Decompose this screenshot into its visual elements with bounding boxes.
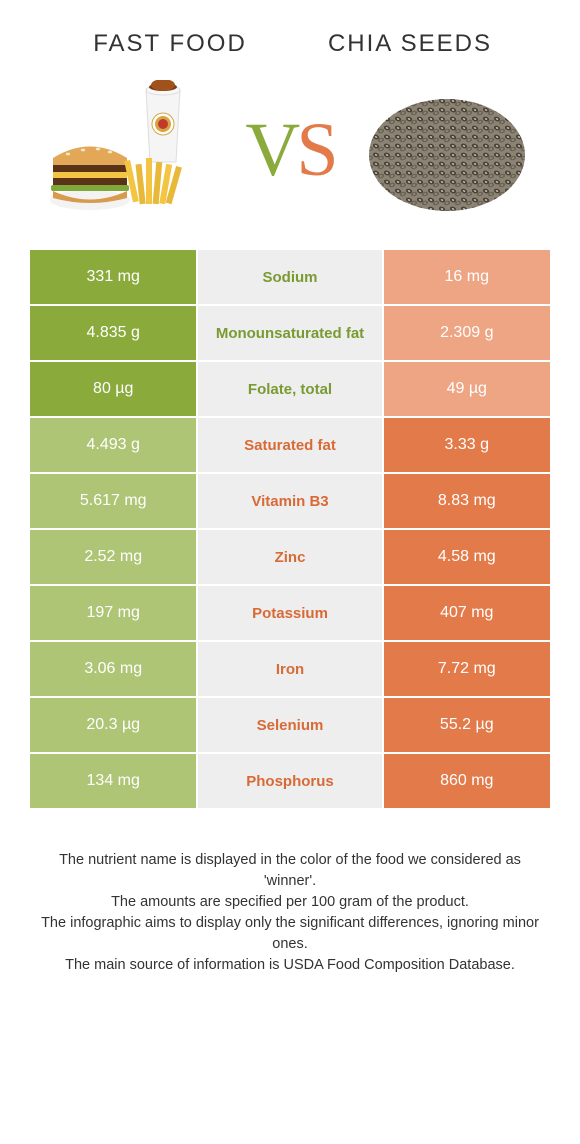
table-row: 80 µgFolate, total49 µg xyxy=(30,362,550,418)
nutrient-label-cell: Iron xyxy=(198,642,383,696)
table-row: 4.493 gSaturated fat3.33 g xyxy=(30,418,550,474)
left-value-cell: 331 mg xyxy=(30,250,198,304)
table-row: 2.52 mgZinc4.58 mg xyxy=(30,530,550,586)
vs-s: S xyxy=(296,108,334,192)
left-value-cell: 134 mg xyxy=(30,754,198,808)
header: Fast food Chia seeds xyxy=(0,0,580,70)
right-value-cell: 8.83 mg xyxy=(384,474,550,528)
table-row: 331 mgSodium16 mg xyxy=(30,250,550,306)
chia-seeds-image xyxy=(345,80,550,220)
left-value-cell: 2.52 mg xyxy=(30,530,198,584)
table-row: 4.835 gMonounsaturated fat2.309 g xyxy=(30,306,550,362)
table-row: 3.06 mgIron7.72 mg xyxy=(30,642,550,698)
left-value-cell: 4.835 g xyxy=(30,306,198,360)
left-food-title: Fast food xyxy=(50,30,290,58)
nutrient-label-cell: Sodium xyxy=(198,250,383,304)
right-value-cell: 7.72 mg xyxy=(384,642,550,696)
footer-line: The amounts are specified per 100 gram o… xyxy=(40,892,540,913)
right-value-cell: 55.2 µg xyxy=(384,698,550,752)
nutrient-label-cell: Zinc xyxy=(198,530,383,584)
left-value-cell: 197 mg xyxy=(30,586,198,640)
right-value-cell: 860 mg xyxy=(384,754,550,808)
left-value-cell: 3.06 mg xyxy=(30,642,198,696)
right-value-cell: 3.33 g xyxy=(384,418,550,472)
fast-food-image xyxy=(30,80,235,220)
nutrient-label-cell: Selenium xyxy=(198,698,383,752)
chia-seeds-icon xyxy=(362,80,532,220)
right-value-cell: 4.58 mg xyxy=(384,530,550,584)
right-value-cell: 2.309 g xyxy=(384,306,550,360)
nutrient-label-cell: Potassium xyxy=(198,586,383,640)
left-value-cell: 4.493 g xyxy=(30,418,198,472)
burger-meal-icon xyxy=(48,80,218,220)
footer-line: The main source of information is USDA F… xyxy=(40,955,540,976)
footer-line: The nutrient name is displayed in the co… xyxy=(40,850,540,892)
right-value-cell: 407 mg xyxy=(384,586,550,640)
right-food-title: Chia seeds xyxy=(290,30,530,58)
left-value-cell: 80 µg xyxy=(30,362,198,416)
table-row: 5.617 mgVitamin B38.83 mg xyxy=(30,474,550,530)
left-value-cell: 5.617 mg xyxy=(30,474,198,528)
right-value-cell: 49 µg xyxy=(384,362,550,416)
hero-row: VS xyxy=(0,70,580,250)
nutrient-label-cell: Saturated fat xyxy=(198,418,383,472)
footer-notes: The nutrient name is displayed in the co… xyxy=(40,850,540,976)
left-value-cell: 20.3 µg xyxy=(30,698,198,752)
vs-label: VS xyxy=(245,112,334,188)
nutrient-comparison-table: 331 mgSodium16 mg4.835 gMonounsaturated … xyxy=(30,250,550,810)
footer-line: The infographic aims to display only the… xyxy=(40,913,540,955)
table-row: 20.3 µgSelenium55.2 µg xyxy=(30,698,550,754)
nutrient-label-cell: Vitamin B3 xyxy=(198,474,383,528)
vs-v: V xyxy=(245,108,296,192)
right-value-cell: 16 mg xyxy=(384,250,550,304)
nutrient-label-cell: Monounsaturated fat xyxy=(198,306,383,360)
table-row: 197 mgPotassium407 mg xyxy=(30,586,550,642)
nutrient-label-cell: Folate, total xyxy=(198,362,383,416)
table-row: 134 mgPhosphorus860 mg xyxy=(30,754,550,810)
nutrient-label-cell: Phosphorus xyxy=(198,754,383,808)
